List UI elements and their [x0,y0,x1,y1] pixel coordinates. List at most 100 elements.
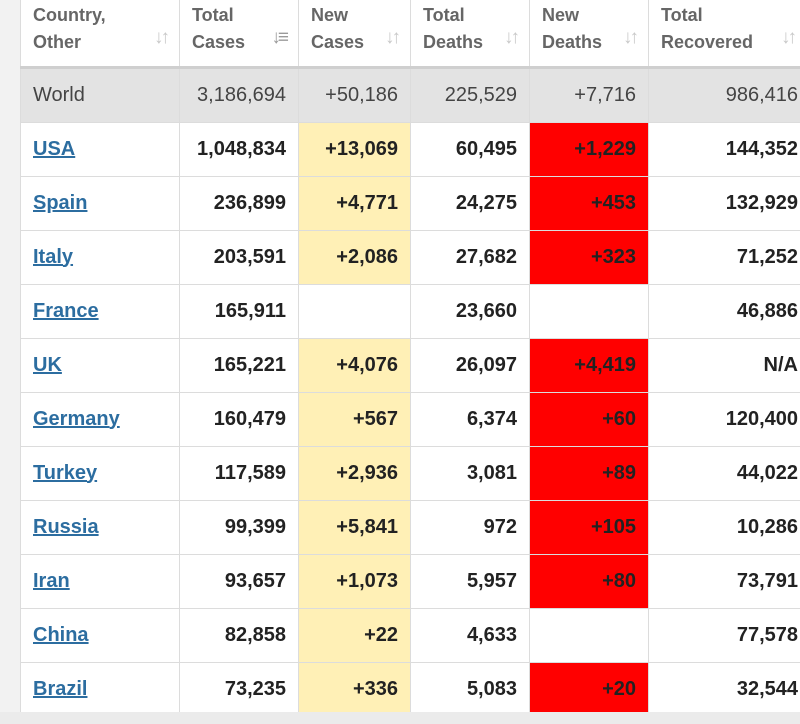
new-deaths-cell: +1,229 [529,121,649,177]
new-deaths-cell: +105 [529,499,649,555]
total-recovered-cell: N/A [648,337,800,393]
total-cases-cell: 3,186,694 [179,66,299,123]
left-gutter [0,0,20,724]
header-label-line2: Deaths [423,32,484,52]
country-link[interactable]: Iran [33,569,70,592]
table-row: Iran 93,657 +1,073 5,957 +80 73,791 [20,553,800,609]
new-deaths-cell: +4,419 [529,337,649,393]
total-deaths-cell: 5,957 [410,553,530,609]
col-header-total-deaths[interactable]: Total Deaths ↓↑ [410,0,530,69]
col-header-new-deaths[interactable]: New Deaths ↓↑ [529,0,649,69]
header-label-line2: Cases [192,32,246,52]
country-link[interactable]: Turkey [33,461,98,484]
new-deaths-cell: +453 [529,175,649,231]
new-cases-cell: +2,936 [298,445,411,501]
header-label-line2: Other [33,32,82,52]
country-cell: Germany [20,391,180,447]
country-link[interactable]: UK [33,353,62,376]
sort-arrows-icon[interactable]: ↓↑ [781,27,797,48]
total-cases-cell: 165,221 [179,337,299,393]
col-header-total-cases[interactable]: Total Cases ↓≡ [179,0,299,69]
total-cases-cell: 160,479 [179,391,299,447]
total-deaths-cell: 6,374 [410,391,530,447]
country-link[interactable]: USA [33,137,76,160]
total-deaths-cell: 27,682 [410,229,530,285]
header-label-line2: Recovered [661,32,754,52]
new-cases-cell [298,283,411,339]
table-row: France 165,911 23,660 46,886 [20,283,800,339]
new-deaths-cell: +60 [529,391,649,447]
country-link[interactable]: Italy [33,245,74,268]
new-cases-cell: +1,073 [298,553,411,609]
col-header-country[interactable]: Country, Other ↓↑ [20,0,180,69]
country-cell: Italy [20,229,180,285]
table-row: USA 1,048,834 +13,069 60,495 +1,229 144,352 [20,121,800,177]
total-recovered-cell: 132,929 [648,175,800,231]
country-cell: Turkey [20,445,180,501]
new-deaths-cell [529,607,649,663]
table-row: Turkey 117,589 +2,936 3,081 +89 44,022 [20,445,800,501]
total-deaths-cell: 26,097 [410,337,530,393]
total-cases-cell: 165,911 [179,283,299,339]
table-row: Germany 160,479 +567 6,374 +60 120,400 [20,391,800,447]
total-deaths-cell: 60,495 [410,121,530,177]
header-row: Country, Other ↓↑ Total Cases ↓≡ New Cas… [20,0,800,69]
total-deaths-cell: 972 [410,499,530,555]
sort-arrows-icon[interactable]: ↓↑ [504,27,520,48]
country-cell: UK [20,337,180,393]
country-link[interactable]: Brazil [33,677,88,700]
total-deaths-cell: 3,081 [410,445,530,501]
total-recovered-cell: 10,286 [648,499,800,555]
col-header-new-cases[interactable]: New Cases ↓↑ [298,0,411,69]
total-cases-cell: 73,235 [179,661,299,717]
sort-arrows-icon[interactable]: ↓↑ [623,27,639,48]
total-deaths-cell: 24,275 [410,175,530,231]
table-row: Russia 99,399 +5,841 972 +105 10,286 [20,499,800,555]
covid-stats-table: Country, Other ↓↑ Total Cases ↓≡ New Cas… [20,0,800,717]
total-recovered-cell: 32,544 [648,661,800,717]
total-recovered-cell: 77,578 [648,607,800,663]
new-cases-cell: +2,086 [298,229,411,285]
total-cases-cell: 236,899 [179,175,299,231]
sort-descending-icon[interactable]: ↓≡ [271,27,289,48]
table-row: China 82,858 +22 4,633 77,578 [20,607,800,663]
country-cell: Spain [20,175,180,231]
total-cases-cell: 117,589 [179,445,299,501]
sort-arrows-icon[interactable]: ↓↑ [154,27,170,48]
total-recovered-cell: 120,400 [648,391,800,447]
country-link[interactable]: France [33,299,99,322]
country-cell: Russia [20,499,180,555]
new-deaths-cell [529,283,649,339]
header-label-line1: Total [192,5,234,25]
country-link[interactable]: Germany [33,407,120,430]
total-deaths-cell: 225,529 [410,66,530,123]
sort-arrows-icon[interactable]: ↓↑ [385,27,401,48]
country-cell: USA [20,121,180,177]
header-label-line1: Country, [33,5,106,25]
total-recovered-cell: 986,416 [648,66,800,123]
col-header-total-recovered[interactable]: Total Recovered ↓↑ [648,0,800,69]
total-recovered-cell: 144,352 [648,121,800,177]
new-deaths-cell: +89 [529,445,649,501]
table-row: Spain 236,899 +4,771 24,275 +453 132,929 [20,175,800,231]
new-cases-cell: +4,076 [298,337,411,393]
country-link[interactable]: China [33,623,89,646]
new-cases-cell: +5,841 [298,499,411,555]
header-label-line1: New [311,5,349,25]
total-recovered-cell: 73,791 [648,553,800,609]
country-cell: Brazil [20,661,180,717]
country-link[interactable]: Spain [33,191,88,214]
new-cases-cell: +336 [298,661,411,717]
total-cases-cell: 82,858 [179,607,299,663]
horizontal-scrollbar[interactable] [0,712,800,724]
new-cases-cell: +50,186 [298,66,411,123]
total-recovered-cell: 46,886 [648,283,800,339]
country-link[interactable]: Russia [33,515,99,538]
total-cases-cell: 99,399 [179,499,299,555]
header-label-line1: Total [661,5,703,25]
total-recovered-cell: 44,022 [648,445,800,501]
total-recovered-cell: 71,252 [648,229,800,285]
total-cases-cell: 203,591 [179,229,299,285]
table-row: Brazil 73,235 +336 5,083 +20 32,544 [20,661,800,717]
total-deaths-cell: 23,660 [410,283,530,339]
